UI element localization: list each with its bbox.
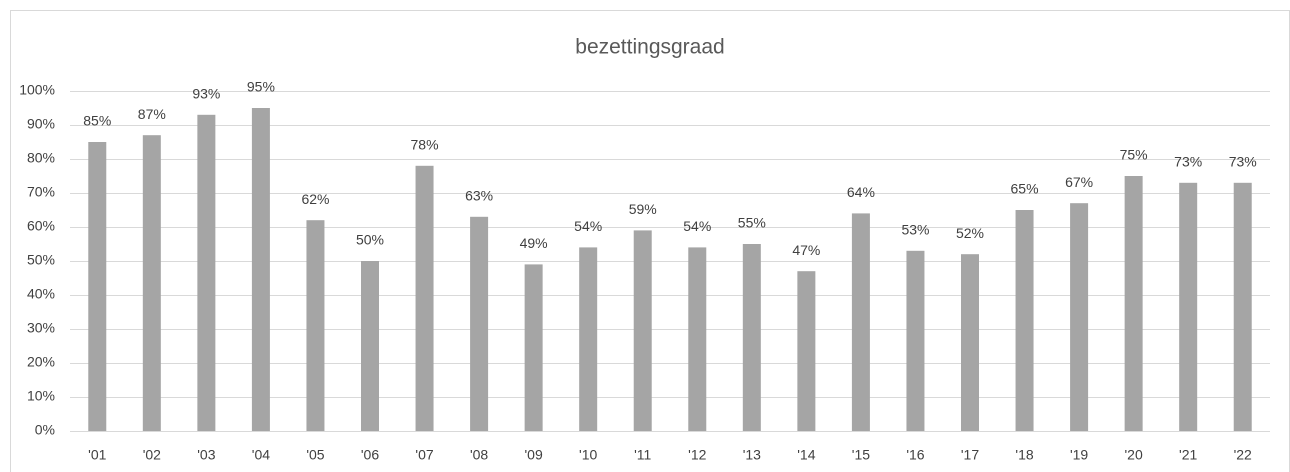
data-label: 85%	[83, 113, 111, 129]
y-tick-label: 40%	[27, 286, 55, 302]
data-label: 49%	[520, 235, 548, 251]
x-tick-label: '17	[961, 447, 979, 463]
bar	[634, 230, 652, 431]
bar	[797, 271, 815, 431]
x-tick-label: '13	[743, 447, 761, 463]
x-tick-label: '22	[1234, 447, 1252, 463]
bar	[252, 108, 270, 431]
x-tick-label: '01	[88, 447, 106, 463]
x-tick-label: '19	[1070, 447, 1088, 463]
chart: bezettingsgraad 0% 10% 20% 30% 40% 50% 60% 70% 8…	[0, 0, 1290, 472]
data-label: 64%	[847, 184, 875, 200]
x-tick-label: '08	[470, 447, 488, 463]
bar	[1234, 183, 1252, 431]
bar	[143, 135, 161, 431]
y-tick-label: 60%	[27, 218, 55, 234]
bar	[470, 217, 488, 431]
data-label: 53%	[901, 222, 929, 238]
x-tick-label: '15	[852, 447, 870, 463]
data-label: 63%	[465, 188, 493, 204]
data-label: 75%	[1120, 147, 1148, 163]
y-tick-label: 90%	[27, 116, 55, 132]
y-tick-label: 20%	[27, 354, 55, 370]
x-tick-label: '03	[197, 447, 215, 463]
x-tick-label: '02	[143, 447, 161, 463]
data-label: 95%	[247, 79, 275, 95]
x-tick-label: '10	[579, 447, 597, 463]
bar	[525, 264, 543, 431]
x-tick-label: '18	[1015, 447, 1033, 463]
x-tick-label: '04	[252, 447, 270, 463]
data-label: 93%	[192, 86, 220, 102]
y-tick-label: 10%	[27, 388, 55, 404]
bar	[852, 213, 870, 431]
x-tick-label: '11	[634, 447, 651, 463]
bar	[1070, 203, 1088, 431]
y-tick-label: 30%	[27, 320, 55, 336]
data-label: 78%	[411, 137, 439, 153]
x-tick-label: '12	[688, 447, 706, 463]
y-tick-label: 80%	[27, 150, 55, 166]
x-tick-label: '14	[797, 447, 815, 463]
y-tick-label: 70%	[27, 184, 55, 200]
bar	[743, 244, 761, 431]
bar	[1179, 183, 1197, 431]
x-tick-label: '05	[306, 447, 324, 463]
data-label: 54%	[574, 218, 602, 234]
bar	[906, 251, 924, 431]
x-tick-label: '07	[415, 447, 433, 463]
y-tick-label: 0%	[35, 422, 55, 438]
bar	[579, 247, 597, 431]
bar	[88, 142, 106, 431]
x-tick-label: '06	[361, 447, 379, 463]
bar	[306, 220, 324, 431]
bar	[688, 247, 706, 431]
data-label: 73%	[1229, 154, 1257, 170]
data-label: 52%	[956, 225, 984, 241]
data-label: 47%	[792, 242, 820, 258]
bar	[961, 254, 979, 431]
x-tick-label: '21	[1179, 447, 1197, 463]
x-tick-label: '09	[525, 447, 543, 463]
x-tick-label: '16	[906, 447, 924, 463]
y-tick-label: 100%	[19, 82, 55, 98]
bar	[197, 115, 215, 431]
data-label: 62%	[301, 191, 329, 207]
data-label: 87%	[138, 106, 166, 122]
bar	[361, 261, 379, 431]
data-label: 65%	[1011, 181, 1039, 197]
x-tick-label: '20	[1125, 447, 1143, 463]
bar	[1125, 176, 1143, 431]
bar	[416, 166, 434, 431]
data-label: 50%	[356, 232, 384, 248]
data-label: 73%	[1174, 154, 1202, 170]
data-label: 59%	[629, 201, 657, 217]
data-label: 55%	[738, 215, 766, 231]
bar	[1016, 210, 1034, 431]
data-label: 54%	[683, 218, 711, 234]
chart-title: bezettingsgraad	[575, 36, 724, 59]
y-tick-label: 50%	[27, 252, 55, 268]
data-label: 67%	[1065, 174, 1093, 190]
